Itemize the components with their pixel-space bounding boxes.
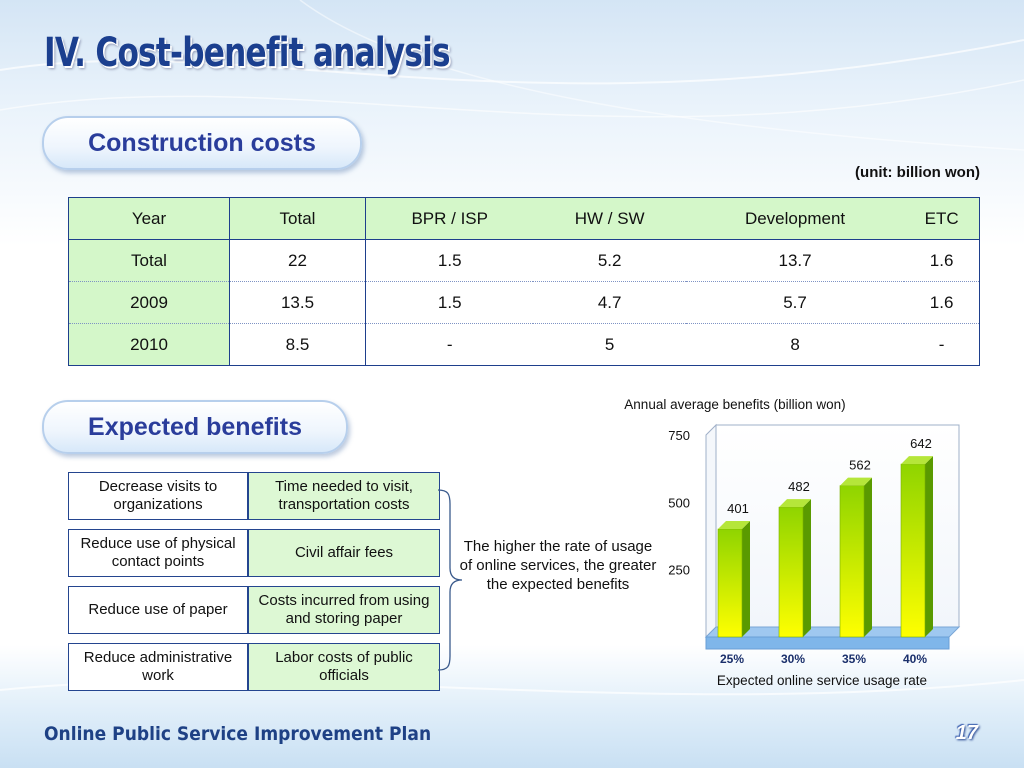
row-hw-sw: 5.2	[533, 239, 686, 282]
data-label: 562	[849, 458, 871, 473]
row-etc: -	[938, 334, 945, 354]
bar-side	[742, 520, 750, 637]
row-bpr-isp: -	[446, 334, 453, 354]
row-etc: 1.6	[904, 281, 980, 324]
benefit-item: Reduce use of physical contact points	[68, 529, 248, 577]
row-year: 2010	[68, 323, 230, 366]
row-development: 8	[790, 334, 800, 354]
data-label: 401	[727, 501, 749, 516]
data-label: 642	[910, 436, 932, 451]
y-tick-label: 750	[668, 428, 690, 443]
x-tick-label: 40%	[903, 652, 927, 666]
bar-top	[779, 499, 811, 508]
section-construction-costs-label: Construction costs	[88, 128, 316, 157]
section-construction-costs: Construction costs	[42, 116, 362, 170]
section-expected-benefits: Expected benefits	[42, 400, 348, 454]
bar	[839, 485, 865, 638]
construction-cost-table: Year Total BPR / ISP HW / SW Development…	[68, 197, 980, 366]
data-label: 482	[788, 479, 810, 494]
benefit-item: Reduce use of paper	[68, 586, 248, 634]
bar	[717, 528, 743, 638]
table-header-row: Year Total BPR / ISP HW / SW Development…	[68, 197, 980, 240]
header-etc: ETC	[904, 197, 980, 240]
row-hw-sw: 4.7	[533, 281, 686, 324]
bar-side	[803, 499, 811, 637]
row-total: 22	[229, 239, 366, 282]
row-bpr-isp: 1.5	[365, 281, 534, 324]
chart-side-wall	[705, 423, 717, 639]
footer-title: Online Public Service Improvement Plan	[44, 723, 432, 745]
row-year: 2009	[68, 281, 230, 324]
section-expected-benefits-label: Expected benefits	[88, 412, 302, 441]
row-total: 13.5	[229, 281, 366, 324]
table-row: 2010 8.5 - 5 8 -	[68, 323, 980, 366]
header-year: Year	[68, 197, 230, 240]
table-row: Total 22 1.5 5.2 13.7 1.6	[68, 239, 980, 282]
unit-label: (unit: billion won)	[855, 164, 980, 181]
benefit-cost-item: Civil affair fees	[248, 529, 440, 577]
benefits-bar-chart: 250 500 750 401 25% 482 30% 562 35% 642 40% Expect…	[668, 423, 961, 688]
benefit-cost-item: Time needed to visit, transportation cos…	[248, 472, 440, 520]
row-total: 8.5	[229, 323, 366, 366]
table-row: 2009 13.5 1.5 4.7 5.7 1.6	[68, 281, 980, 324]
x-tick-label: 30%	[781, 652, 805, 666]
y-tick-label: 250	[668, 563, 690, 578]
row-etc: 1.6	[904, 239, 980, 282]
benefit-item: Decrease visits to organizations	[68, 472, 248, 520]
chart-floor-front	[705, 636, 950, 650]
x-tick-label: 25%	[720, 652, 744, 666]
bar-side	[864, 477, 872, 637]
page-number: 17	[955, 722, 978, 744]
bar-side	[925, 456, 933, 637]
row-development: 13.7	[685, 239, 905, 282]
row-hw-sw: 5	[604, 334, 615, 354]
row-year: Total	[68, 239, 230, 282]
header-development: Development	[685, 197, 905, 240]
row-bpr-isp: 1.5	[365, 239, 534, 282]
header-total: Total	[229, 197, 366, 240]
right-brace	[437, 489, 463, 671]
chart-title: Annual average benefits (billion won)	[624, 397, 846, 412]
x-axis-label: Expected online service usage rate	[717, 673, 927, 688]
benefit-item: Reduce administrative work	[68, 643, 248, 691]
bar-top	[718, 520, 750, 529]
bar	[900, 463, 926, 638]
header-hw-sw: HW / SW	[533, 197, 686, 240]
bar	[778, 506, 804, 638]
header-bpr-isp: BPR / ISP	[365, 197, 534, 240]
benefit-summary: The higher the rate of usage of online s…	[459, 538, 657, 593]
y-tick-label: 500	[668, 495, 690, 510]
row-development: 5.7	[685, 281, 905, 324]
benefit-cost-item: Costs incurred from using and storing pa…	[248, 586, 440, 634]
slide-title: IV. Cost-benefit analysis	[44, 30, 451, 76]
bar-top	[840, 477, 872, 486]
x-tick-label: 35%	[842, 652, 866, 666]
bar-top	[901, 456, 933, 465]
benefit-cost-item: Labor costs of public officials	[248, 643, 440, 691]
